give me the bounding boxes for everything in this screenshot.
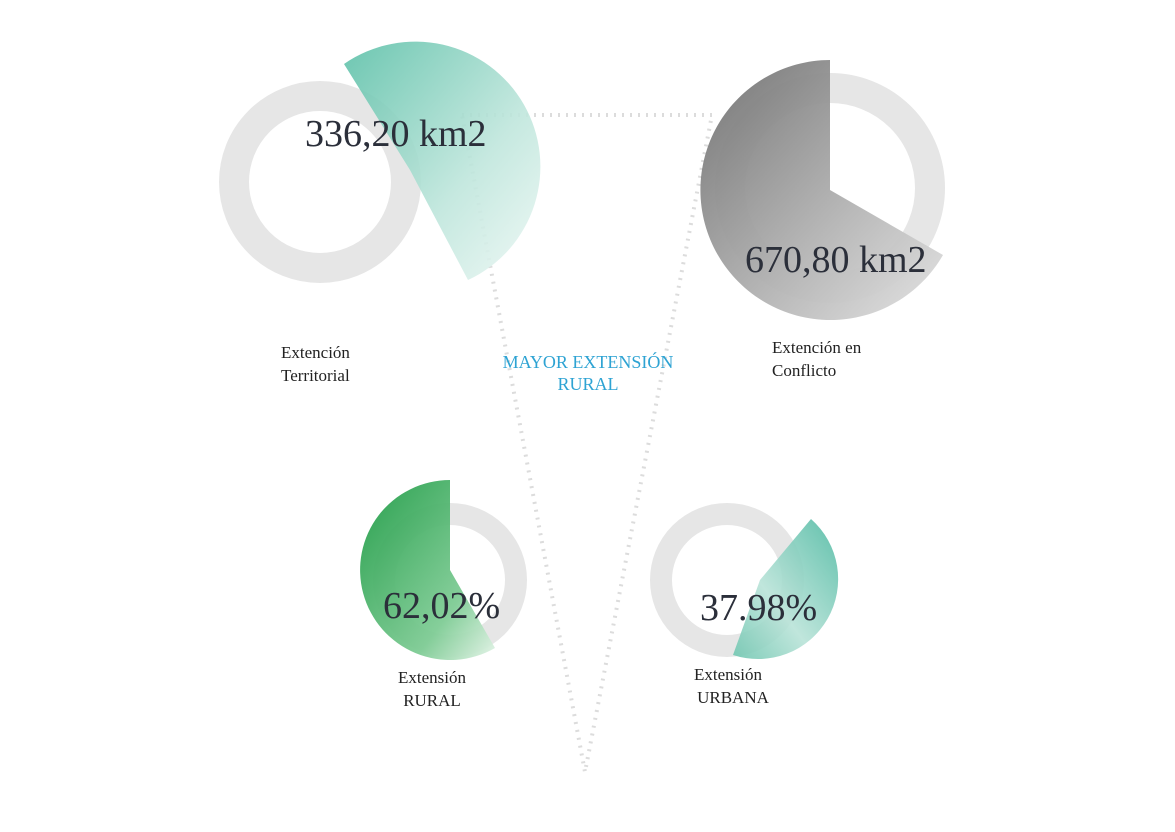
label: Territorial [281, 366, 350, 385]
sector [344, 41, 541, 281]
value: 37.98% [700, 587, 817, 629]
label: URBANA [697, 688, 770, 707]
value: 62,02% [383, 585, 500, 627]
value: 670,80 km2 [745, 239, 927, 281]
value: 336,20 km2 [305, 113, 487, 155]
label: Extensión [398, 668, 466, 687]
sector [700, 60, 943, 320]
sector [733, 519, 839, 660]
sector [360, 480, 495, 660]
title: MAYOR EXTENSIÓN [503, 351, 674, 372]
label: Extensión [694, 665, 762, 684]
label: RURAL [403, 691, 461, 710]
dotted-triangle [460, 113, 715, 773]
ring [219, 81, 421, 283]
label: Extención en [772, 338, 862, 357]
title: RURAL [557, 374, 618, 394]
label: Extención [281, 343, 350, 362]
label: Conflicto [772, 361, 836, 380]
